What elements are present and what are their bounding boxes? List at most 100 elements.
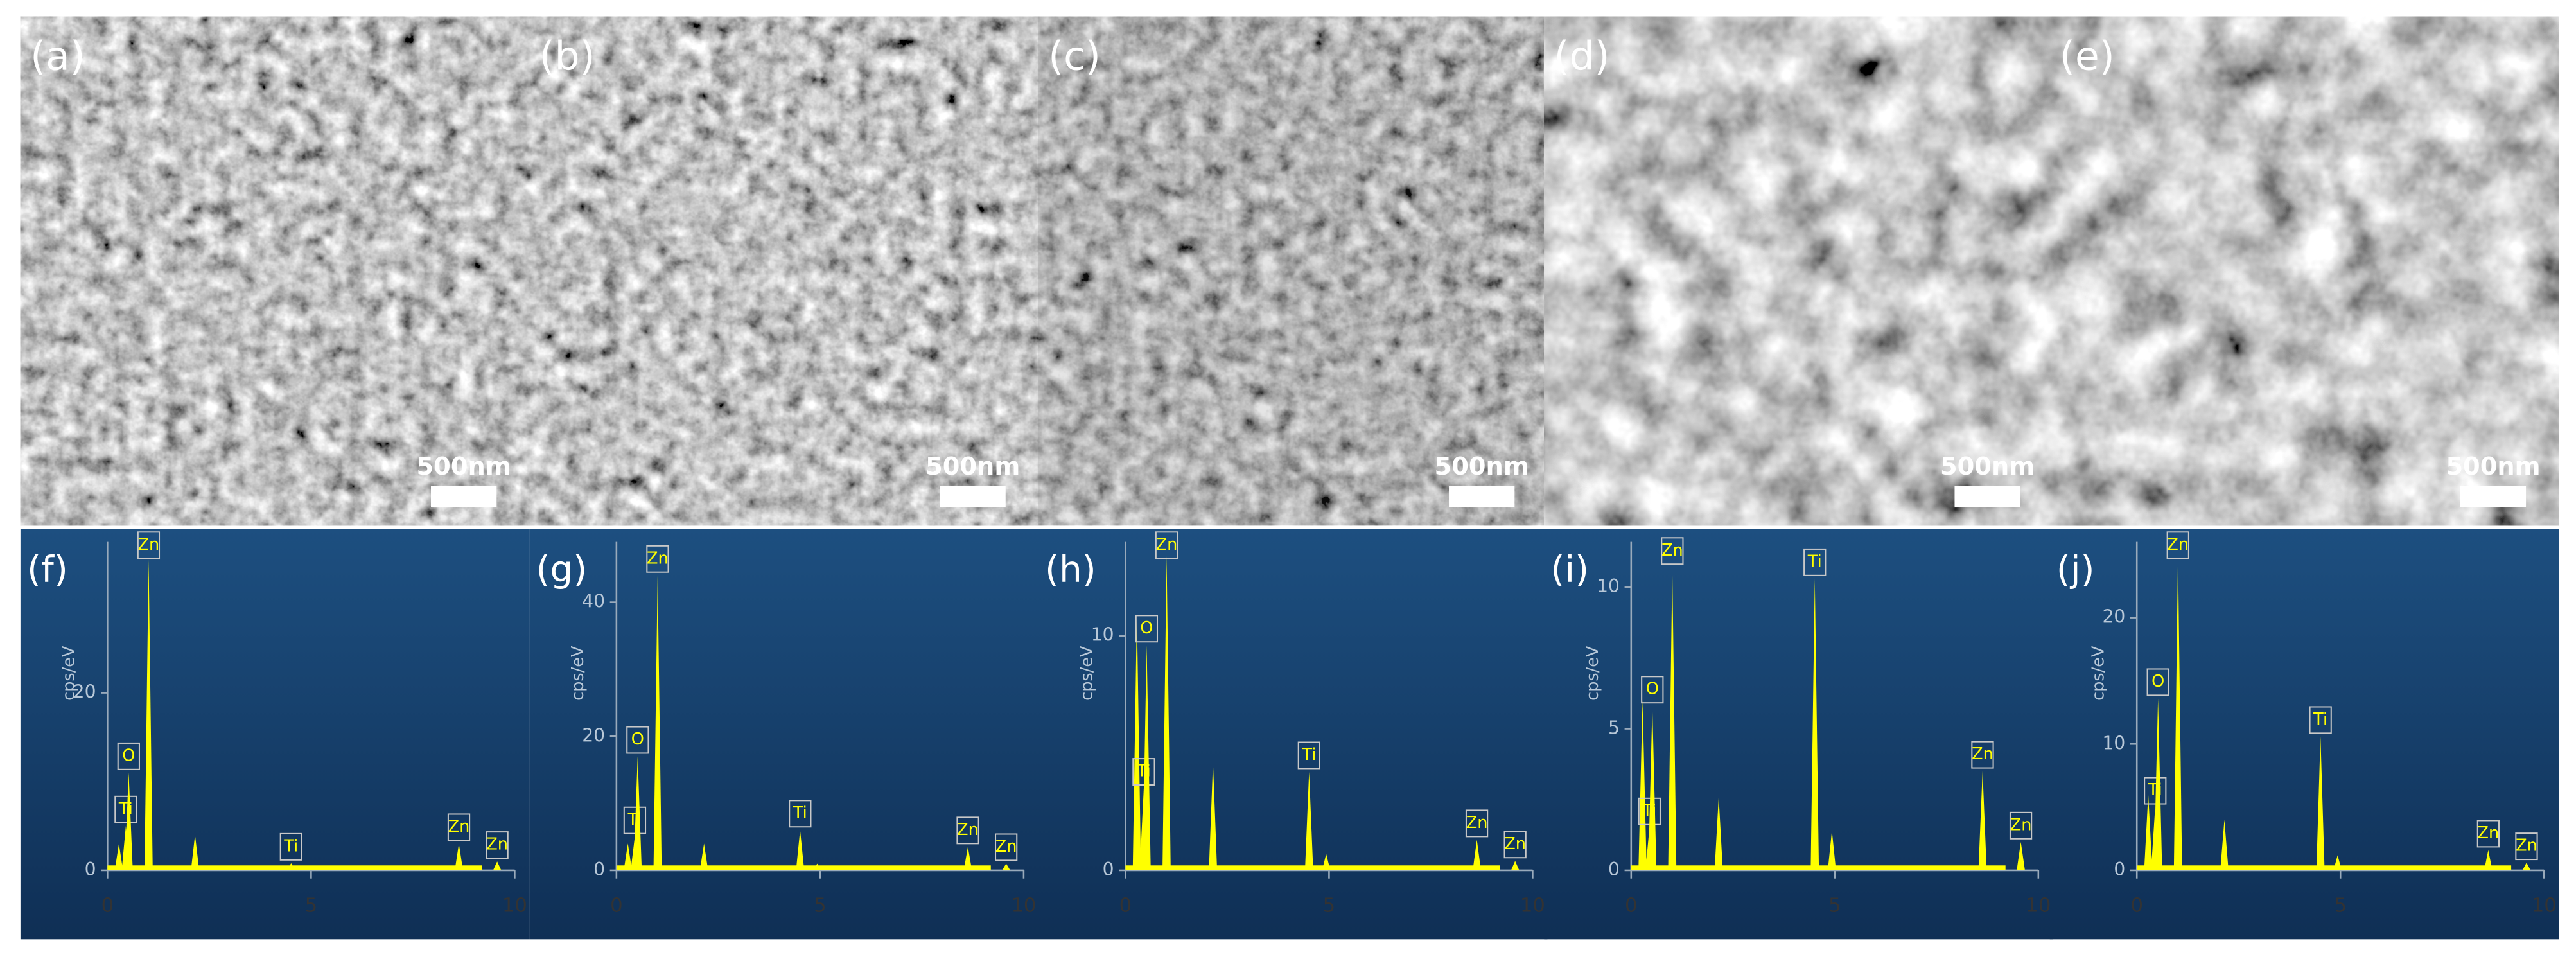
y-tick-label: 40 [582,591,605,612]
peak-label-box [626,726,649,754]
x-tick-label: 10 [2532,895,2557,917]
peak-label-box [2309,706,2332,734]
peak [286,863,295,870]
y-tick-label: 20 [73,682,96,703]
y-tick-label: 20 [582,725,605,746]
x-tick-label: 0 [2130,895,2143,917]
peak-label: Zn [957,820,979,840]
peak-label-box [956,816,979,845]
peak [145,559,153,870]
peak-label: O [2151,672,2164,691]
scale-bar-label: 500nm [925,452,1020,481]
peak-label: O [631,730,644,749]
spectrum-background [1038,529,1548,940]
peak [1511,861,1520,870]
y-tick-label: 10 [2103,732,2126,753]
peak-label-box [623,806,647,834]
y-tick-label: 10 [1091,624,1114,646]
peak-label-box [1661,537,1684,565]
peak-label-box [1155,531,1178,559]
peak-label-box [1971,741,1994,769]
peak [2173,554,2182,870]
peak-label: Ti [793,804,807,823]
panel-label: (g) [536,549,588,590]
x-tick-label: 5 [1323,895,1336,917]
peak [1142,645,1151,870]
peak [1638,700,1647,870]
peak-label: Zn [1466,813,1488,832]
peak [699,843,708,870]
peak-label: O [1646,680,1659,699]
peak-label-box [2144,777,2167,805]
peak-label: Zn [995,837,1017,856]
panel-label: (e) [2060,34,2115,80]
spectrum-background [2049,529,2559,940]
peak [1978,771,1987,870]
peak-label: Ti [118,799,133,818]
peak [2316,736,2325,870]
x-tick-label: 10 [1520,895,1545,917]
peak-label-box [2009,811,2033,840]
panel-label: (h) [1045,549,1096,590]
peak-label: Ti [1807,552,1822,571]
peak-label-box [2166,531,2189,559]
y-axis-label: cps/eV [60,646,79,701]
peak [963,847,972,870]
peak [633,756,642,870]
x-tick-label: 10 [502,895,527,917]
peak-label-box [2146,668,2169,696]
panel-label: (b) [539,34,595,80]
peak-label: Zn [1972,744,1993,764]
peak-label-box [1503,831,1527,859]
sem-image [529,16,1038,526]
panel-label: (d) [1554,34,1610,80]
y-tick-label: 0 [1103,859,1114,880]
peak [1304,771,1313,870]
continuum [107,865,482,870]
x-tick-label: 0 [1625,895,1638,917]
peak [1827,831,1836,870]
peak-label: Zn [486,835,508,854]
peak-label-box [2515,832,2538,861]
peak [1648,706,1657,870]
y-tick-label: 10 [1597,576,1620,597]
peak [1714,796,1723,870]
peak-label-box [117,742,140,770]
peak-label-box [279,832,302,861]
spectrum-background [1544,529,2053,940]
peak-label-box [646,545,669,573]
spectrum-background [529,529,1038,940]
peak-label-box [1135,615,1159,643]
peak [114,843,123,870]
peak-label: Zn [2516,836,2537,856]
sem-image [1038,16,1548,526]
scale-bar-label: 500nm [417,452,511,481]
y-axis-label: cps/eV [1078,646,1097,701]
y-tick-label: 0 [85,859,96,880]
peak [796,830,805,870]
peak-label: Zn [448,817,470,836]
peak [455,843,463,870]
peak-label-box [994,833,1018,861]
peak-label: Zn [2478,823,2500,843]
peak-label-box [114,795,137,823]
sem-image [1544,16,2053,526]
peak [2484,850,2493,870]
peak-label-box [1297,741,1320,770]
panel-label: (f) [27,549,68,590]
peak-label-box [2476,820,2500,848]
peak-label-box [1803,548,1827,576]
y-axis-label: cps/eV [1583,646,1602,701]
peak [1473,840,1481,870]
peak [2153,698,2162,870]
x-tick-label: 5 [814,895,827,917]
panel-label: (c) [1048,34,1101,80]
peak-label-box [1465,809,1489,838]
sem-image [2049,16,2559,526]
peak [813,863,821,870]
peak [191,834,200,870]
peak [2522,863,2531,870]
peak [1209,762,1218,870]
